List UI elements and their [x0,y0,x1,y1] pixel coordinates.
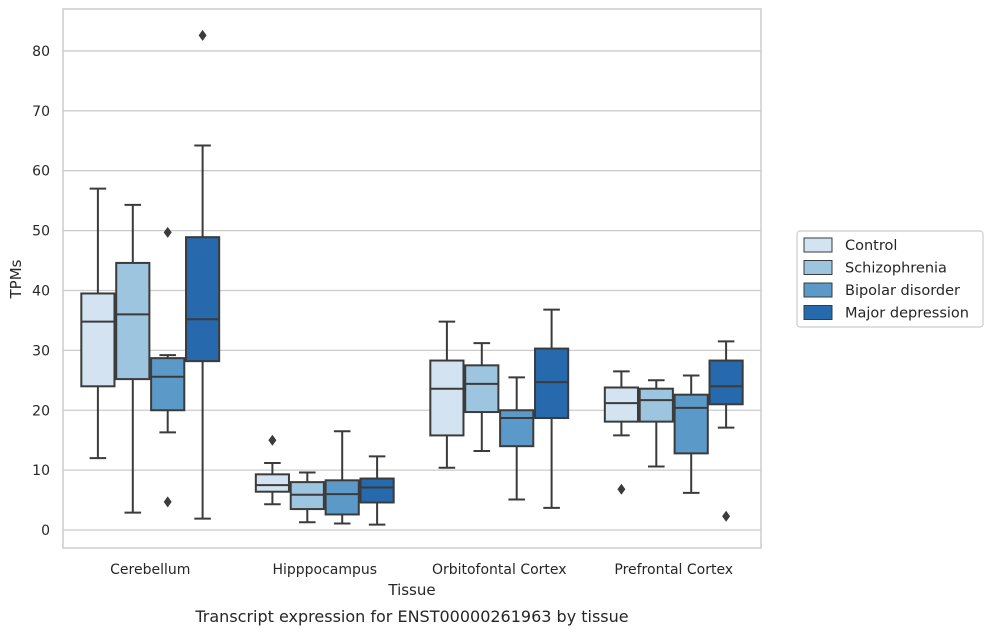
y-tick-label: 10 [32,463,50,479]
legend-label: Control [845,238,897,254]
box-major-depression [359,455,395,526]
x-axis-label: Tissue [387,581,435,599]
box-body [499,409,535,448]
box-schizophrenia [289,471,325,524]
box-body [429,359,465,437]
box-body [324,479,360,516]
box-body [534,347,570,420]
box-body [115,261,151,381]
box-body [185,236,221,363]
outlier-point [163,226,172,238]
legend-swatch [803,260,833,275]
x-tick-label: Prefrontal Cortex [614,562,733,578]
box-bipolar-disorder [673,374,709,494]
box-control [603,370,639,495]
box-bipolar-disorder [324,430,360,525]
legend-label: Bipolar disorder [845,283,960,299]
box-major-depression [185,29,221,520]
box-body [464,364,500,414]
box-schizophrenia [638,379,674,468]
y-tick-label: 0 [41,523,50,539]
y-tick-label: 60 [32,164,50,180]
box-body [150,357,186,412]
y-tick-label: 80 [32,44,50,60]
box-body [80,292,116,388]
box-body [708,359,744,406]
box-schizophrenia [115,203,151,514]
box-body [673,393,709,455]
y-tick-label: 20 [32,403,50,419]
legend: Control Schizophrenia Bipolar disorder Majo… [796,230,984,328]
y-axis-label: TPMs [7,259,25,299]
x-tick-label: Orbitofontal Cortex [432,562,567,578]
x-tick-label: Cerebellum [110,562,190,578]
y-tick-labels: 0 10 20 30 40 50 60 70 80 [32,44,50,539]
box-body [254,473,290,493]
plot-frame [62,8,762,549]
box-bipolar-disorder [150,226,186,508]
legend-frame [796,230,984,328]
box-control [429,320,465,469]
y-tick-label: 70 [32,104,50,120]
legend-label: Schizophrenia [845,261,947,277]
y-tick-label: 30 [32,343,50,359]
legend-label: Major depression [845,306,969,322]
box-control [254,434,290,506]
outlier-point [617,483,626,495]
box-control [80,187,116,460]
outlier-point [722,510,731,522]
legend-swatch [803,282,833,298]
y-tick-label: 50 [32,224,50,240]
box-schizophrenia [464,342,500,452]
box-plots [80,29,744,526]
outlier-point [163,496,172,508]
outlier-point [198,29,207,41]
y-tick-label: 40 [32,283,50,299]
outlier-point [268,434,277,446]
figure-caption: Transcript expression for ENST0000026196… [194,607,628,626]
legend-swatch [803,305,833,320]
box-bipolar-disorder [499,376,535,501]
x-tick-labels: Cerebellum Hipppocampus Orbitofontal Corte… [110,562,733,578]
box-body [603,386,639,423]
box-body [359,477,395,504]
x-tick-label: Hipppocampus [272,562,377,578]
box-body [638,387,674,423]
box-major-depression [534,308,570,509]
legend-swatch [803,237,833,253]
box-major-depression [708,340,744,522]
